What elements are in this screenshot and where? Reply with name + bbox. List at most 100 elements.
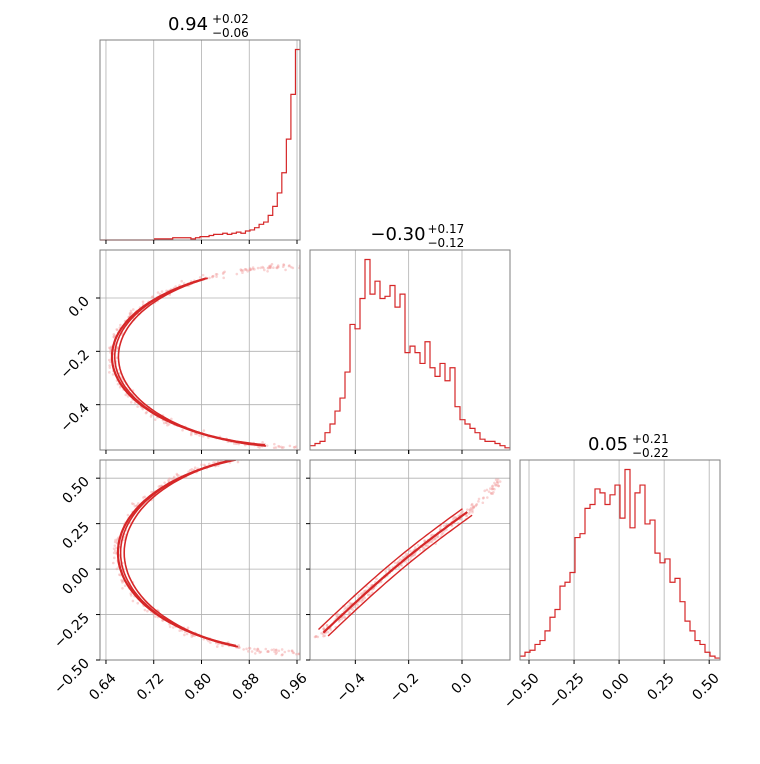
scatter-point xyxy=(346,454,349,457)
scatter-point xyxy=(194,432,197,436)
axes-frame xyxy=(309,249,511,451)
scatter-point xyxy=(149,415,153,418)
scatter-point xyxy=(115,541,119,544)
scatter-point xyxy=(201,273,205,277)
scatter-point xyxy=(320,265,323,268)
y-tick-label: −0.4 xyxy=(57,400,92,435)
scatter-point xyxy=(345,606,348,610)
scatter-point xyxy=(237,644,241,647)
scatter-point xyxy=(396,560,400,564)
scatter-point xyxy=(160,290,164,293)
scatter-point xyxy=(354,455,357,458)
scatter-point xyxy=(121,581,124,584)
scatter-point xyxy=(482,496,485,499)
scatter-point xyxy=(472,506,475,509)
scatter-point xyxy=(253,652,257,655)
scatter-point xyxy=(223,270,226,274)
scatter-point xyxy=(130,311,133,315)
scatter-point xyxy=(357,644,360,647)
x-tick-label: 0.50 xyxy=(689,670,722,703)
scatter-point xyxy=(116,328,119,332)
scatter-point xyxy=(121,579,124,583)
scatter-point xyxy=(306,447,309,450)
scatter-point xyxy=(120,578,123,582)
scatter-point xyxy=(268,265,272,268)
scatter-point xyxy=(136,601,140,605)
scatter-point xyxy=(380,436,383,439)
scatter-point xyxy=(222,271,225,274)
scatter-point xyxy=(287,649,291,653)
scatter-point xyxy=(274,648,278,652)
scatter-point xyxy=(262,453,265,456)
scatter-point xyxy=(328,649,331,652)
scatter-point xyxy=(124,393,128,397)
scatter-point xyxy=(107,358,111,362)
scatter-point xyxy=(214,273,218,276)
scatter-point xyxy=(141,300,145,304)
scatter-point xyxy=(348,446,351,449)
scatter-point xyxy=(190,635,194,638)
scatter-point xyxy=(404,552,408,556)
scatter-point xyxy=(234,442,238,446)
scatter-point xyxy=(277,265,280,269)
scatter-point xyxy=(300,267,303,270)
scatter-point xyxy=(221,644,224,648)
scatter-point xyxy=(369,456,372,459)
scatter-point xyxy=(274,446,278,449)
scatter-point xyxy=(267,650,270,654)
scatter-point xyxy=(316,266,319,269)
scatter-point xyxy=(465,514,469,518)
scatter-point xyxy=(472,505,475,509)
panel-title-upper: +0.21 xyxy=(632,432,669,446)
scatter-point xyxy=(297,652,300,656)
scatter-point xyxy=(317,452,320,455)
scatter-point xyxy=(177,474,180,477)
scatter-point xyxy=(129,594,133,597)
scatter-point xyxy=(310,651,313,654)
scatter-point xyxy=(345,648,348,651)
scatter-point xyxy=(293,446,297,449)
scatter-point xyxy=(371,460,374,463)
scatter-point xyxy=(273,442,276,446)
scatter-point xyxy=(334,444,337,447)
scatter-point xyxy=(185,632,189,636)
scatter-point xyxy=(470,502,474,506)
scatter-point xyxy=(357,441,360,444)
scatter-point xyxy=(445,528,448,531)
scatter-point xyxy=(282,263,285,266)
scatter-point xyxy=(313,447,316,450)
scatter-point xyxy=(425,544,428,548)
scatter-point xyxy=(299,452,302,455)
scatter-point xyxy=(489,487,492,490)
scatter-point xyxy=(491,487,495,490)
scatter-point xyxy=(189,433,193,437)
scatter-point xyxy=(330,649,333,652)
scatter-point xyxy=(316,454,319,457)
scatter-point xyxy=(207,462,211,466)
scatter-point xyxy=(236,460,240,464)
scatter-point xyxy=(306,447,309,450)
x-tick-label: 0.0 xyxy=(449,670,476,697)
panel-title: −0.30 xyxy=(370,224,425,245)
scatter-point xyxy=(261,440,264,444)
scatter-point xyxy=(274,453,277,456)
scatter-point xyxy=(416,544,420,547)
scatter-point xyxy=(175,473,179,477)
scatter-point xyxy=(357,643,360,646)
scatter-point xyxy=(280,648,284,651)
scatter-point xyxy=(329,628,333,632)
scatter-point xyxy=(393,433,396,436)
x-tick-label: 0.25 xyxy=(644,670,677,703)
histogram-step xyxy=(520,468,720,659)
scatter-point xyxy=(466,508,469,511)
scatter-point xyxy=(154,615,157,618)
scatter-point xyxy=(261,265,264,269)
x-tick-label: 0.00 xyxy=(599,670,632,703)
scatter-point xyxy=(325,452,328,455)
scatter-point xyxy=(145,410,148,414)
scatter-point xyxy=(167,478,170,482)
scatter-point xyxy=(322,634,325,638)
scatter-point xyxy=(330,454,333,457)
scatter-point xyxy=(248,455,251,458)
scatter-point xyxy=(298,453,301,456)
